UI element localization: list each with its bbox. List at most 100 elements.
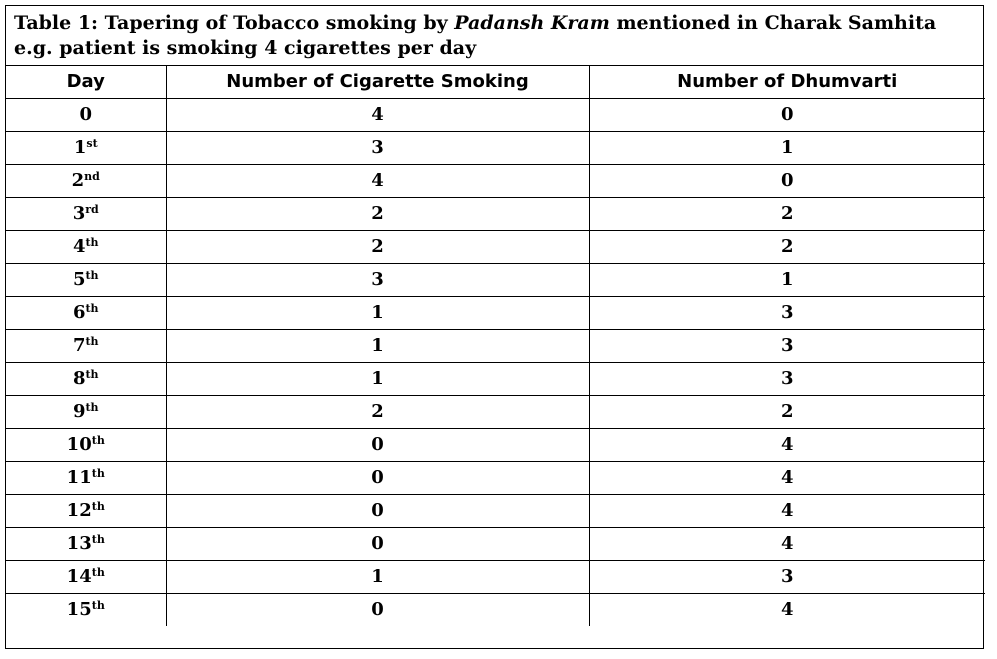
- day-ordinal-suffix: rd: [85, 203, 99, 216]
- day-number: 8: [72, 368, 86, 389]
- day-ordinal-suffix: th: [85, 236, 99, 249]
- dhumvarti-count-cell: 3: [589, 560, 985, 594]
- dhumvarti-count-cell: 3: [589, 296, 985, 330]
- day-ordinal-suffix: th: [91, 533, 105, 546]
- dhumvarti-count-cell: 2: [589, 197, 985, 231]
- header-dhumvarti-count: Number of Dhumvarti: [589, 66, 985, 99]
- day-number: 9: [72, 401, 86, 422]
- dhumvarti-count-cell: 0: [589, 98, 985, 132]
- day-ordinal-suffix: th: [85, 335, 99, 348]
- dhumvarti-count-cell: 4: [589, 494, 985, 528]
- day-number: 5: [72, 269, 86, 290]
- day-number: 15: [66, 599, 92, 621]
- cigarette-count-cell: 3: [166, 131, 590, 165]
- cigarette-count-cell: 0: [166, 593, 590, 626]
- day-number: 13: [66, 533, 92, 554]
- table-row: 9th 2 2: [6, 395, 985, 429]
- day-cell: 15th: [6, 593, 167, 626]
- table-row: 4th 2 2: [6, 230, 985, 264]
- day-cell: 9th: [6, 395, 167, 429]
- dhumvarti-count-cell: 4: [780, 599, 794, 621]
- cigarette-count-cell: 0: [166, 494, 590, 528]
- day-number: 2: [71, 170, 85, 191]
- day-ordinal-suffix: th: [91, 599, 105, 613]
- day-ordinal-suffix: th: [91, 566, 105, 579]
- header-row: Day Number of Cigarette Smoking Number o…: [6, 66, 985, 99]
- dhumvarti-count-cell: 4: [589, 428, 985, 462]
- table-row: 15th 0 4: [6, 593, 985, 626]
- table-row: 1st 3 1: [6, 131, 985, 165]
- table-row: 2nd 4 0: [6, 164, 985, 198]
- day-number: 11: [66, 467, 92, 488]
- header-day: Day: [6, 66, 167, 99]
- table-body: 0 4 0 1st 3 1 2nd 4 0 3rd 2 2 4th 2 2 5th 3 1 6th 1 3 7th 1 3 8t…: [6, 98, 985, 626]
- day-cell: 12th: [6, 494, 167, 528]
- cigarette-count-cell: 1: [166, 329, 590, 363]
- header-cigarette-count: Number of Cigarette Smoking: [166, 66, 590, 99]
- day-number: 10: [66, 434, 92, 455]
- day-cell: 11th: [6, 461, 167, 495]
- day-ordinal-suffix: th: [91, 434, 105, 447]
- dhumvarti-count-cell: 2: [589, 395, 985, 429]
- day-cell: 4th: [6, 230, 167, 264]
- cigarette-count-cell: 4: [166, 164, 590, 198]
- day-cell: 8th: [6, 362, 167, 396]
- cigarette-count-cell: 3: [166, 263, 590, 297]
- table-row: 7th 1 3: [6, 329, 985, 363]
- day-number: 14: [66, 566, 92, 587]
- dhumvarti-count-cell: 3: [589, 362, 985, 396]
- day-cell: 0: [6, 98, 167, 132]
- table-row: 8th 1 3: [6, 362, 985, 396]
- dhumvarti-count-cell: 0: [589, 164, 985, 198]
- day-number: 4: [72, 236, 86, 257]
- day-ordinal-suffix: th: [91, 500, 105, 513]
- day-ordinal-suffix: st: [86, 137, 98, 150]
- table-row: 13th 0 4: [6, 527, 985, 561]
- table-row: 11th 0 4: [6, 461, 985, 495]
- day-cell: 3rd: [6, 197, 167, 231]
- cigarette-count-cell: 0: [166, 527, 590, 561]
- caption-emphasis: Padansh Kram: [454, 12, 610, 34]
- table-caption: Table 1: Tapering of Tobacco smoking by …: [6, 6, 983, 66]
- dhumvarti-count-cell: 2: [589, 230, 985, 264]
- table-row: 12th 0 4: [6, 494, 985, 528]
- day-cell: 10th: [6, 428, 167, 462]
- day-cell: 2nd: [6, 164, 167, 198]
- day-cell: 14th: [6, 560, 167, 594]
- day-ordinal-suffix: th: [85, 269, 99, 282]
- dhumvarti-count-cell: 1: [589, 263, 985, 297]
- tapering-table: Table 1: Tapering of Tobacco smoking by …: [5, 5, 985, 649]
- day-number: 3: [72, 203, 86, 224]
- day-number: 0: [79, 104, 93, 125]
- day-ordinal-suffix: th: [85, 401, 99, 414]
- table-row: 6th 1 3: [6, 296, 985, 330]
- dhumvarti-count-cell: 3: [589, 329, 985, 363]
- data-table: Day Number of Cigarette Smoking Number o…: [6, 66, 985, 626]
- day-cell: 5th: [6, 263, 167, 297]
- day-number: 12: [66, 500, 92, 521]
- dhumvarti-count-cell: 4: [589, 461, 985, 495]
- cigarette-count-cell: 0: [166, 461, 590, 495]
- table-row: 10th 0 4: [6, 428, 985, 462]
- day-ordinal-suffix: th: [91, 467, 105, 480]
- cigarette-count-cell: 4: [166, 98, 590, 132]
- day-cell: 1st: [6, 131, 167, 165]
- caption-suffix: mentioned in Charak Samhita e.g. patient…: [14, 12, 937, 59]
- dhumvarti-count-cell: 1: [589, 131, 985, 165]
- cigarette-count-cell: 0: [166, 428, 590, 462]
- day-number: 1: [73, 137, 87, 158]
- cigarette-count-cell: 1: [166, 362, 590, 396]
- day-ordinal-suffix: nd: [84, 170, 100, 183]
- day-ordinal-suffix: th: [85, 368, 99, 381]
- dhumvarti-count-cell: 4: [589, 527, 985, 561]
- cigarette-count-cell: 2: [166, 230, 590, 264]
- caption-prefix: Table 1: Tapering of Tobacco smoking by: [14, 12, 455, 34]
- cigarette-count-cell: 2: [166, 197, 590, 231]
- day-cell: 7th: [6, 329, 167, 363]
- cigarette-count-cell: 2: [166, 395, 590, 429]
- table-row: 5th 3 1: [6, 263, 985, 297]
- cigarette-count-cell: 1: [166, 560, 590, 594]
- table-row: 3rd 2 2: [6, 197, 985, 231]
- cigarette-count-cell: 1: [166, 296, 590, 330]
